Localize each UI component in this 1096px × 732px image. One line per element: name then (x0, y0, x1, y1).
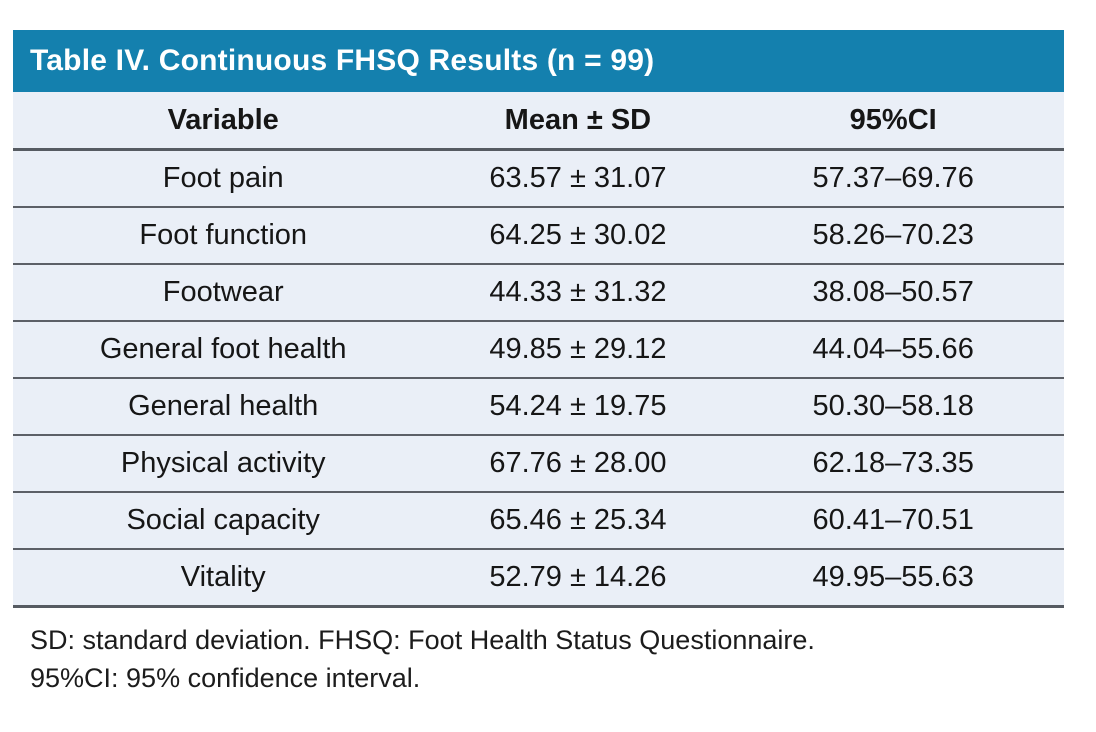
cell-mean-sd: 63.57 ± 31.07 (489, 162, 667, 194)
cell-variable: Foot pain (162, 162, 284, 194)
cell-mean-sd: 44.33 ± 31.32 (489, 276, 667, 308)
table-footnotes: SD: standard deviation. FHSQ: Foot Healt… (13, 621, 1064, 697)
cell-mean-sd: 64.25 ± 30.02 (489, 219, 667, 251)
cell-mean-sd: 52.79 ± 14.26 (489, 561, 667, 593)
table-title: Table IV. Continuous FHSQ Results (n = 9… (30, 44, 655, 77)
table-row: Foot pain 63.57 ± 31.07 57.37–69.76 (13, 151, 1064, 208)
cell-mean-sd: 67.76 ± 28.00 (489, 447, 667, 479)
cell-mean-sd: 65.46 ± 25.34 (489, 504, 667, 536)
cell-variable: Foot function (139, 219, 308, 251)
cell-ci: 57.37–69.76 (812, 162, 974, 194)
table-title-band: Table IV. Continuous FHSQ Results (n = 9… (13, 30, 1064, 92)
cell-ci: 49.95–55.63 (812, 561, 974, 593)
cell-ci: 44.04–55.66 (812, 333, 974, 365)
column-header-mean-sd: Mean ± SD (504, 103, 652, 136)
cell-variable: General foot health (99, 333, 347, 365)
cell-variable: General health (128, 390, 319, 422)
table-header-row: Variable Mean ± SD 95%CI (13, 92, 1064, 151)
cell-variable: Social capacity (126, 504, 320, 536)
footnote-ci-definition: 95%CI: 95% confidence interval. (30, 663, 421, 693)
table-row: Foot function 64.25 ± 30.02 58.26–70.23 (13, 208, 1064, 265)
table-row: Footwear 44.33 ± 31.32 38.08–50.57 (13, 265, 1064, 322)
table-row: Social capacity 65.46 ± 25.34 60.41–70.5… (13, 493, 1064, 550)
cell-mean-sd: 54.24 ± 19.75 (489, 390, 667, 422)
cell-mean-sd: 49.85 ± 29.12 (489, 333, 667, 365)
column-header-variable: Variable (167, 103, 279, 136)
cell-ci: 38.08–50.57 (812, 276, 974, 308)
cell-variable: Physical activity (120, 447, 326, 479)
cell-ci: 60.41–70.51 (812, 504, 974, 536)
table-row: General foot health 49.85 ± 29.12 44.04–… (13, 322, 1064, 379)
cell-ci: 50.30–58.18 (812, 390, 974, 422)
cell-ci: 58.26–70.23 (812, 219, 974, 251)
cell-ci: 62.18–73.35 (812, 447, 974, 479)
table-row: Physical activity 67.76 ± 28.00 62.18–73… (13, 436, 1064, 493)
column-header-ci: 95%CI (849, 103, 937, 136)
table-row: Vitality 52.79 ± 14.26 49.95–55.63 (13, 550, 1064, 608)
table-row: General health 54.24 ± 19.75 50.30–58.18 (13, 379, 1064, 436)
cell-variable: Vitality (180, 561, 266, 593)
footnote-abbreviations: SD: standard deviation. FHSQ: Foot Healt… (30, 625, 815, 655)
fhsq-results-table: Table IV. Continuous FHSQ Results (n = 9… (13, 30, 1064, 697)
cell-variable: Footwear (162, 276, 284, 308)
